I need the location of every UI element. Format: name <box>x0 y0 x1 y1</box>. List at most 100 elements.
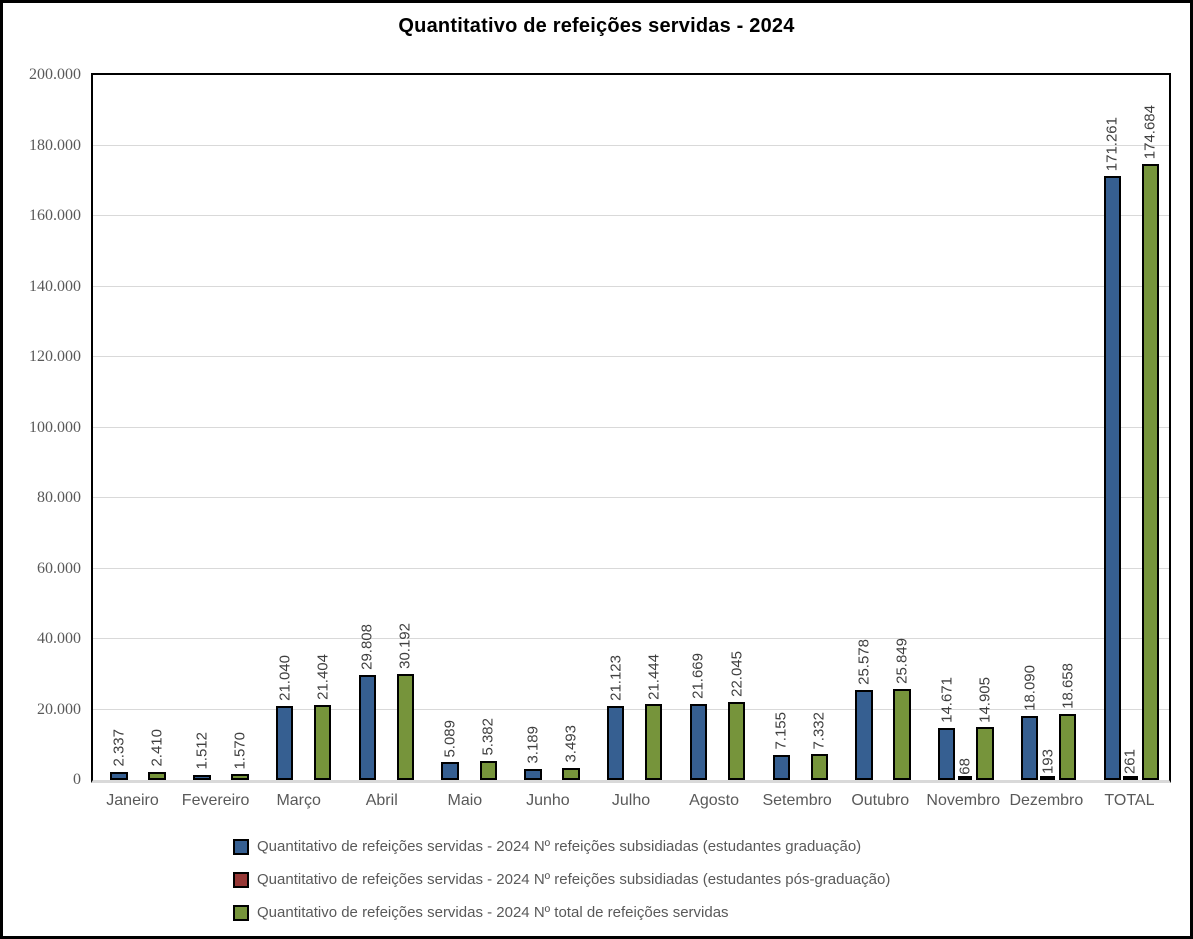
bar-pos-graduacao <box>1123 776 1138 780</box>
gridline <box>93 215 1169 216</box>
bar-label-graduacao: 3.189 <box>524 726 542 764</box>
bar-graduacao <box>938 728 956 780</box>
bar-group: 21.123 21.444 <box>590 75 673 780</box>
bar-label-graduacao: 171.261 <box>1103 117 1121 172</box>
bar-label-graduacao: 29.808 <box>358 624 376 670</box>
bar-label-pos-graduacao: 261 <box>1121 749 1139 775</box>
gridline-layer <box>93 75 1169 780</box>
y-tick-label: 80.000 <box>37 489 81 506</box>
x-tick-label: Dezembro <box>1009 792 1084 809</box>
bar-label-total: 14.905 <box>976 676 994 723</box>
bar-graduacao <box>275 705 294 780</box>
bar-group: 21.040 21.404 <box>259 75 342 780</box>
bar-pos-graduacao <box>1040 776 1056 780</box>
x-tick-label: Setembro <box>762 792 832 809</box>
bar-graduacao <box>110 771 128 780</box>
bar-label-total: 30.192 <box>396 622 414 669</box>
y-tick-label: 0 <box>73 771 81 788</box>
y-tick-label: 180.000 <box>29 136 81 154</box>
bar-graduacao <box>689 703 708 780</box>
x-tick-label: Novembro <box>926 792 1001 809</box>
legend-item-graduacao: Quantitativo de refeições servidas - 202… <box>233 830 890 863</box>
y-tick-label: 160.000 <box>29 207 81 224</box>
legend-swatch-total <box>233 904 249 921</box>
x-tick-label: TOTAL <box>1104 792 1155 809</box>
bar-total <box>313 704 332 780</box>
bar-label-graduacao: 7.155 <box>772 712 790 750</box>
bar-label-total: 18.658 <box>1059 663 1077 710</box>
bar-graduacao <box>358 674 377 780</box>
x-tick-label: Julho <box>611 792 651 809</box>
gridline <box>93 426 1169 428</box>
legend-item-pos-graduacao: Quantitativo de refeições servidas - 202… <box>233 863 890 896</box>
legend-swatch-graduacao <box>233 838 249 855</box>
y-tick-label: 120.000 <box>29 348 81 365</box>
gridline <box>93 497 1169 498</box>
y-tick-label: 40.000 <box>37 630 81 647</box>
bar-label-graduacao: 18.090 <box>1021 665 1039 712</box>
bar-graduacao <box>855 689 873 780</box>
bar-label-total: 3.493 <box>562 725 580 763</box>
bar-total <box>727 702 746 780</box>
bar-label-total: 21.444 <box>645 653 663 700</box>
bar-group: 21.669 22.045 <box>672 75 755 780</box>
gridline <box>93 567 1169 569</box>
bar-label-total: 1.570 <box>231 731 249 770</box>
legend-label: Quantitativo de refeições servidas - 202… <box>257 871 891 888</box>
gridline <box>93 285 1169 287</box>
chart-title: Quantitativo de refeições servidas - 202… <box>398 15 795 37</box>
bar-label-total: 25.849 <box>893 638 911 684</box>
bar-label-graduacao: 2.337 <box>110 729 128 767</box>
bar-label-total: 2.410 <box>148 728 166 767</box>
bar-total <box>893 688 911 780</box>
bar-group: 25.578 25.849 <box>838 75 921 780</box>
bar-graduacao <box>772 754 790 780</box>
y-tick-label: 200.000 <box>29 66 81 83</box>
bar-total <box>645 704 663 780</box>
bar-group: 5.089 5.382 <box>424 75 507 780</box>
x-tick-label: Março <box>276 792 321 809</box>
bar-label-graduacao: 21.669 <box>689 652 707 699</box>
bar-label-graduacao: 5.089 <box>441 719 459 758</box>
x-tick-label: Outubro <box>851 792 910 809</box>
bar-label-graduacao: 14.671 <box>938 677 956 724</box>
bar-group: 29.808 30.192 <box>341 75 424 780</box>
x-tick-label: Maio <box>447 792 483 809</box>
bar-graduacao <box>524 768 542 780</box>
bar-label-total: 21.404 <box>314 653 332 700</box>
x-axis: Janeiro Fevereiro Março Abril Maio Junho Julho… <box>91 789 1171 813</box>
bar-group: 1.512 1.570 <box>176 75 259 780</box>
x-tick-label: Janeiro <box>106 792 159 809</box>
bar-label-graduacao: 1.512 <box>193 732 211 770</box>
y-tick-label: 20.000 <box>37 700 81 718</box>
x-tick-label: Abril <box>365 792 398 809</box>
bar-label-total: 22.045 <box>728 651 746 698</box>
y-tick-label: 140.000 <box>29 277 81 295</box>
bar-graduacao <box>1103 176 1121 780</box>
bar-total <box>562 767 580 780</box>
y-tick-label: 60.000 <box>37 559 81 577</box>
bar-graduacao <box>193 774 211 780</box>
bar-label-total: 174.684 <box>1141 105 1159 160</box>
bar-total <box>1058 714 1077 780</box>
x-tick-label: Fevereiro <box>181 792 250 809</box>
y-tick-label: 100.000 <box>29 418 81 436</box>
bar-group: 18.090 193 18.658 <box>1003 75 1086 780</box>
bar-label-graduacao: 21.040 <box>276 654 294 701</box>
bar-label-graduacao: 21.123 <box>607 654 625 701</box>
bar-group: 2.337 2.410 <box>93 75 176 780</box>
bar-total <box>810 754 828 780</box>
bar-label-pos-graduacao: 193 <box>1039 749 1057 775</box>
bar-total <box>1141 164 1160 780</box>
bar-label-total: 7.332 <box>810 711 828 750</box>
bar-group: 14.671 68 14.905 <box>921 75 1004 780</box>
bar-label-graduacao: 25.578 <box>855 638 873 685</box>
legend-item-total: Quantitativo de refeições servidas - 202… <box>233 896 890 929</box>
y-axis: 0 20.000 40.000 60.000 80.000 100.000 120.000 1… <box>3 66 81 788</box>
bar-total <box>148 771 166 780</box>
gridline <box>93 638 1169 639</box>
bar-pos-graduacao <box>957 776 973 780</box>
bar-label-pos-graduacao: 68 <box>956 758 974 775</box>
gridline <box>93 708 1169 710</box>
